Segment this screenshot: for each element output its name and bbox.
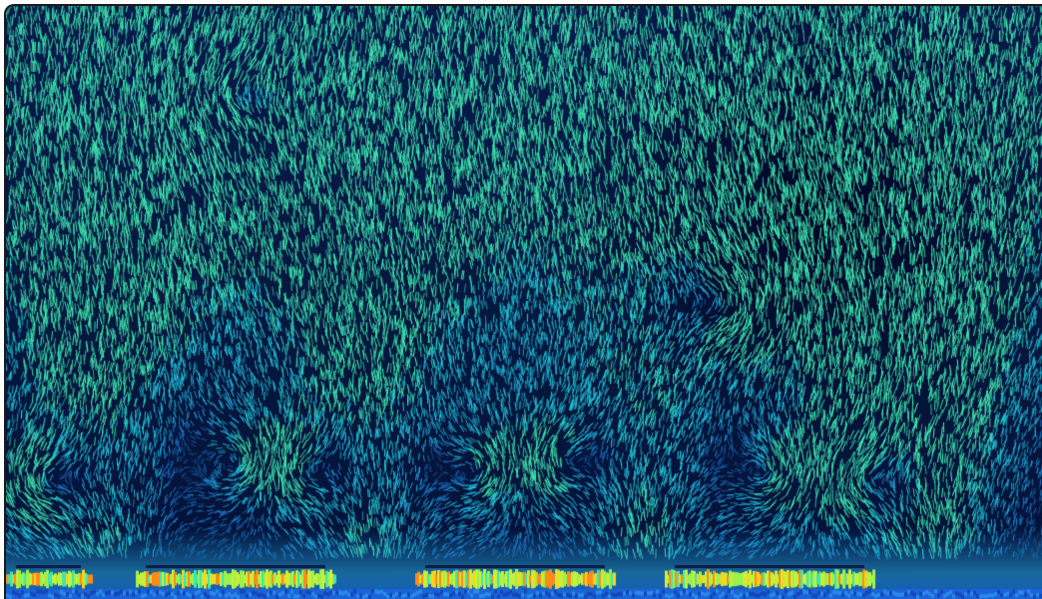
flow-vector-canvas: [6, 6, 1042, 599]
vector-field-image: [4, 4, 1042, 599]
